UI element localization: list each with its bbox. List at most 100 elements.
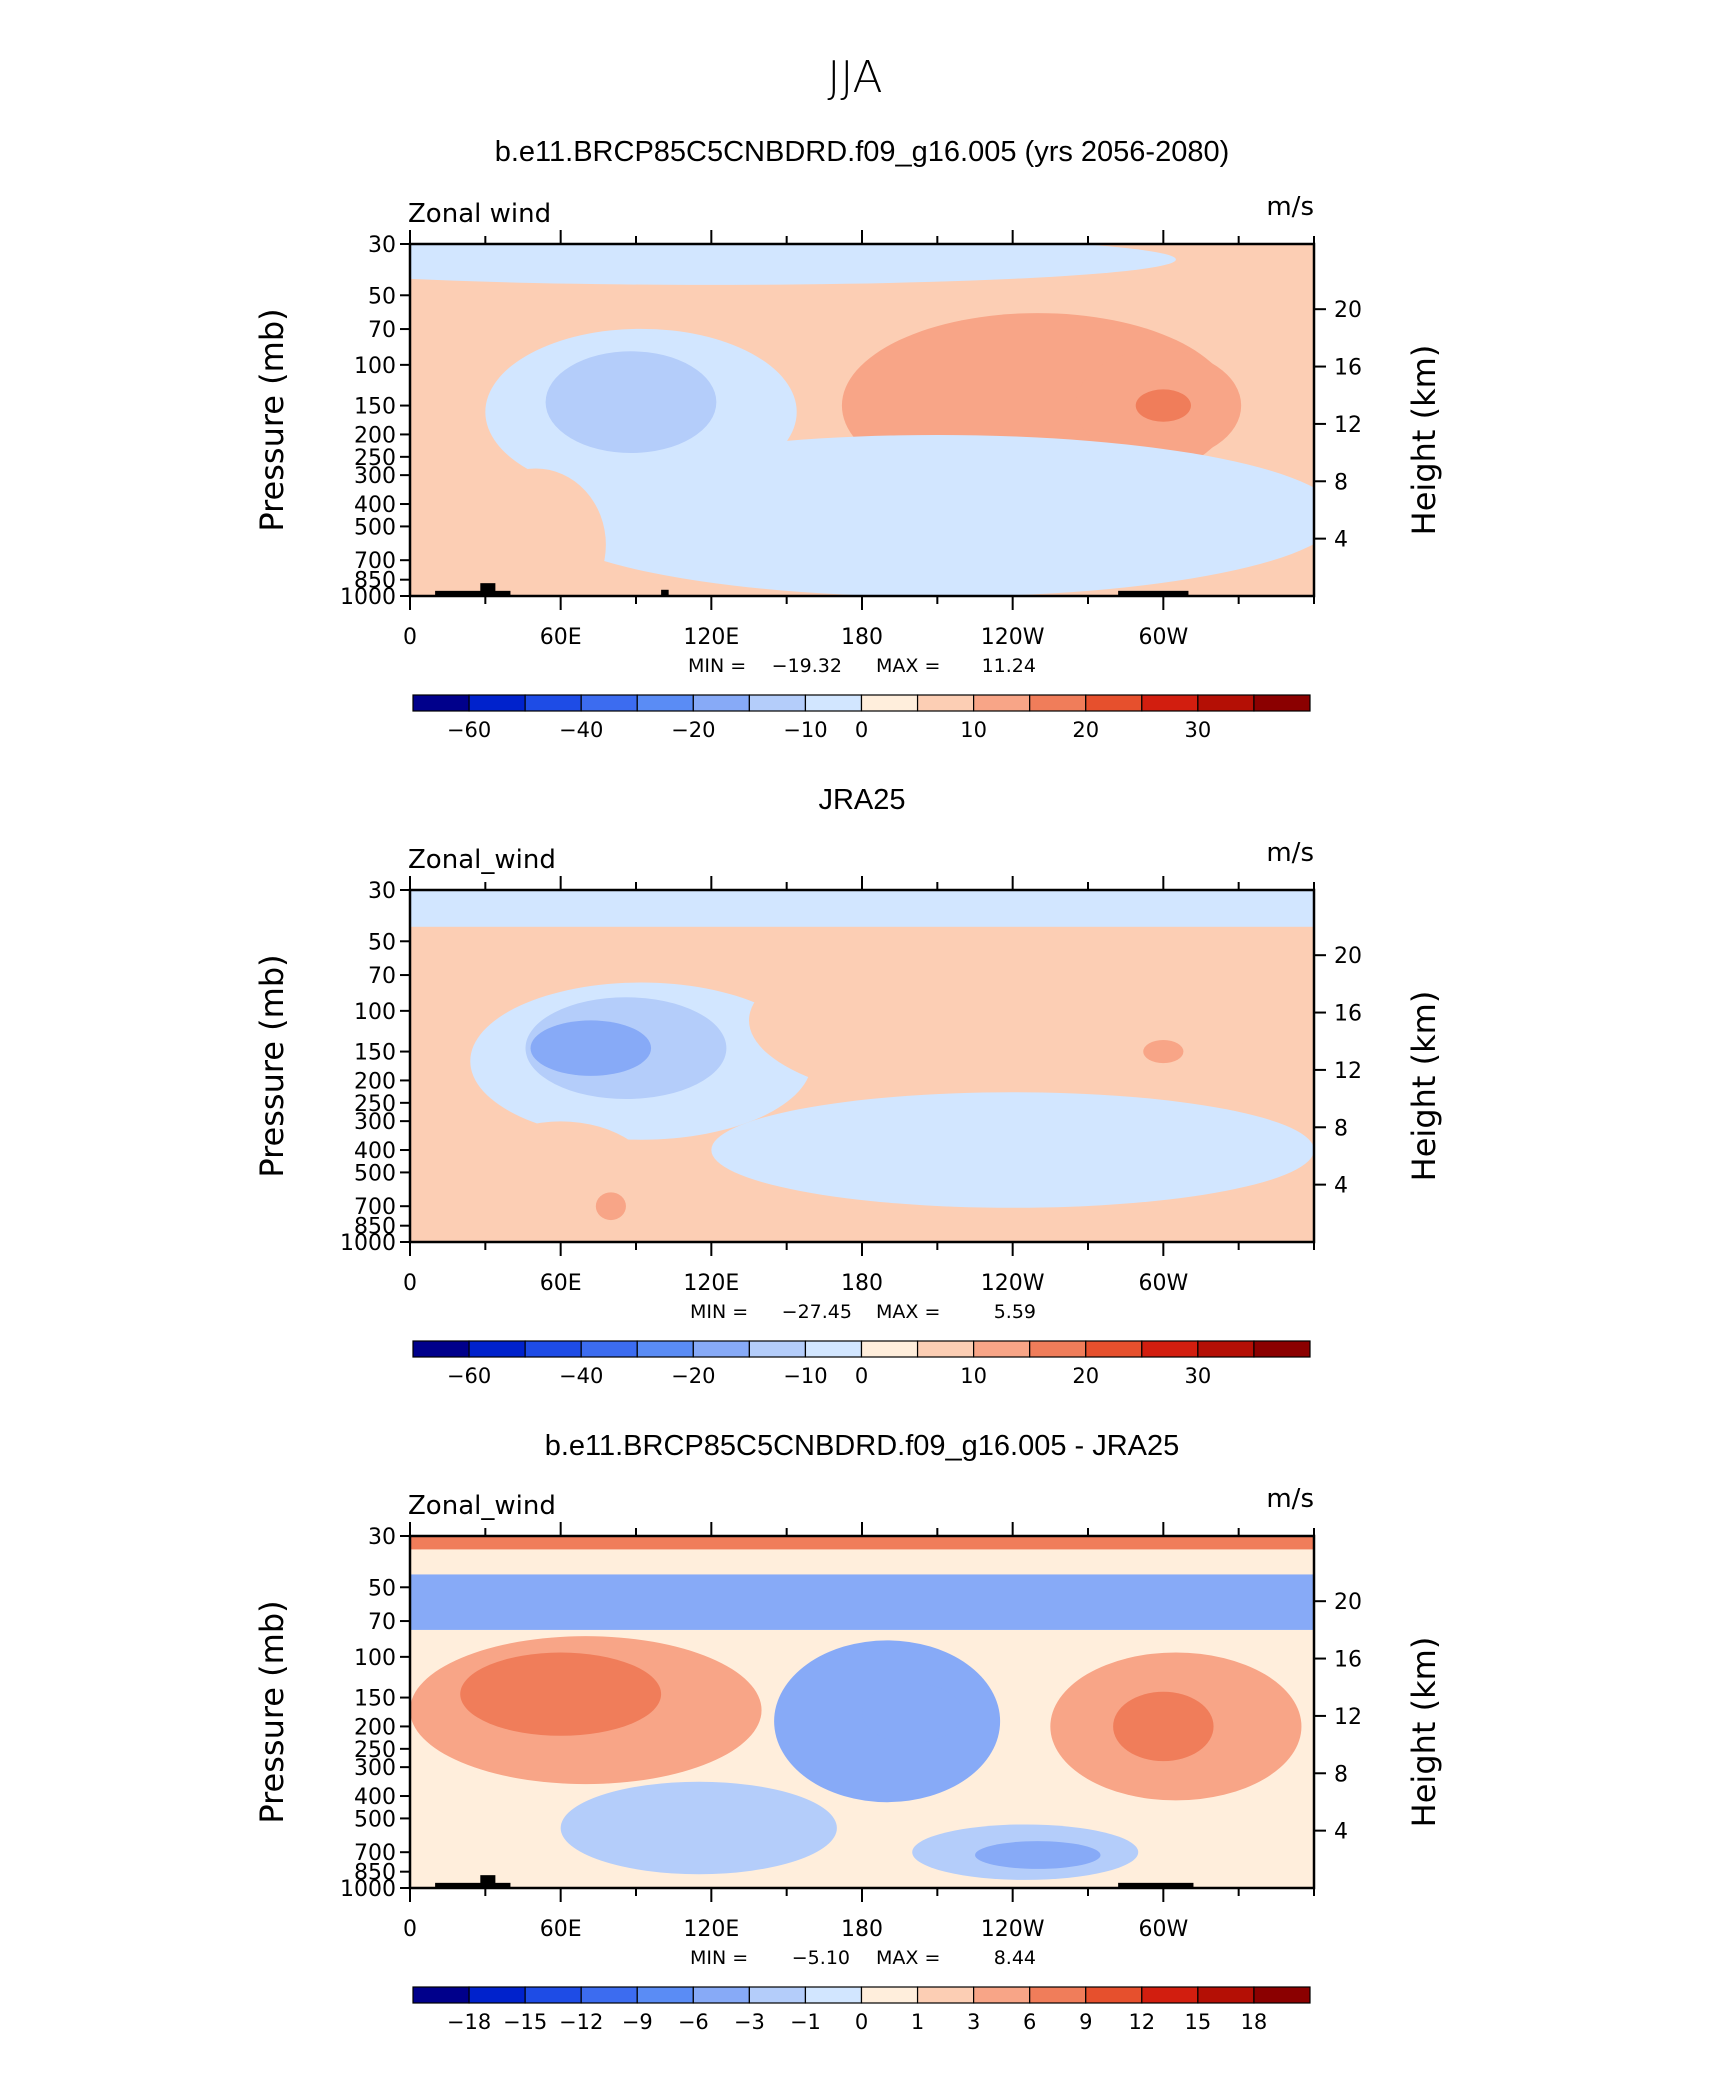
contour-band <box>410 1574 1314 1630</box>
colorbar-swatch <box>748 694 807 712</box>
colorbar-swatch <box>804 1986 863 2004</box>
figure-title: JJA <box>827 52 882 103</box>
colorbar-label: 0 <box>855 1364 868 1388</box>
x-tick-label: 60W <box>1138 1917 1188 1942</box>
height-tick-label: 16 <box>1334 1648 1362 1673</box>
contour-region <box>460 1652 662 1736</box>
x-tick-label: 120E <box>683 625 739 650</box>
longitude-axis: 0 60E 120E 180 120W 60W <box>403 1522 1315 1942</box>
colorbar-label: 30 <box>1185 718 1212 742</box>
min-label: MIN = <box>690 1301 748 1323</box>
colorbar-label: −40 <box>559 1364 603 1388</box>
panel-title: b.e11.BRCP85C5CNBDRD.f09_g16.005 - JRA25 <box>545 1430 1180 1462</box>
colorbar-label: 10 <box>960 718 987 742</box>
x-tick-label: 120E <box>683 1917 739 1942</box>
max-value: 5.59 <box>994 1301 1036 1323</box>
contour-region <box>530 1020 652 1076</box>
x-tick-label: 180 <box>841 1917 883 1942</box>
colorbar-swatch <box>524 694 582 712</box>
panel-1: b.e11.BRCP85C5CNBDRD.f09_g16.005 (yrs 20… <box>253 136 1443 742</box>
colorbar-swatch <box>636 1340 694 1358</box>
colorbar-swatch <box>1197 1340 1255 1358</box>
x-tick-label: 0 <box>403 1917 417 1942</box>
colorbar-swatch <box>636 1986 694 2004</box>
height-axis: 20 16 12 8 4 <box>1314 298 1362 553</box>
variable-label: Zonal_wind <box>408 1491 556 1521</box>
colorbar-swatch <box>1253 694 1311 712</box>
colorbar-swatch <box>412 1340 470 1358</box>
colorbar-swatch <box>1085 1340 1143 1358</box>
colorbar-swatch <box>1253 1986 1311 2004</box>
colorbar-swatch <box>692 1340 750 1358</box>
colorbar-swatch <box>748 1986 807 2004</box>
x-tick-label: 0 <box>403 1271 417 1296</box>
x-tick-label: 60E <box>540 1917 582 1942</box>
y-tick-label: 50 <box>368 930 396 955</box>
y-tick-label: 250 <box>354 1738 396 1763</box>
colorbar-swatch <box>692 1986 750 2004</box>
colorbar-swatch <box>748 1340 807 1358</box>
units-label: m/s <box>1266 838 1314 868</box>
contour-region <box>545 351 717 454</box>
height-axis: 20 16 12 8 4 <box>1314 944 1362 1199</box>
panel-3: b.e11.BRCP85C5CNBDRD.f09_g16.005 - JRA25… <box>253 1430 1443 2034</box>
topography <box>435 1875 1194 1888</box>
x-tick-label: 60E <box>540 1271 582 1296</box>
colorbar-label: 20 <box>1072 1364 1099 1388</box>
colorbar-label: −6 <box>678 2010 709 2034</box>
colorbar-label: 1 <box>911 2010 924 2034</box>
colorbar-label: −3 <box>734 2010 765 2034</box>
y-tick-label: 30 <box>368 233 396 258</box>
units-label: m/s <box>1266 1484 1314 1514</box>
min-label: MIN = <box>690 1947 748 1969</box>
y-tick-label: 70 <box>368 318 396 343</box>
colorbar-label: −20 <box>671 718 715 742</box>
y-tick-label: 400 <box>354 1785 396 1810</box>
contour-region <box>862 1682 963 1744</box>
colorbar-label: −40 <box>559 718 603 742</box>
contour-region <box>749 932 1252 1109</box>
colorbar-swatch <box>636 694 694 712</box>
contour-region <box>535 434 1314 596</box>
y-tick-label: 400 <box>354 1139 396 1164</box>
y-tick-label: 250 <box>354 446 396 471</box>
longitude-axis: 0 60E 120E 180 120W 60W <box>403 230 1315 650</box>
topography-block <box>661 589 669 596</box>
colorbar-swatch <box>916 1340 975 1358</box>
colorbar-swatch <box>692 694 750 712</box>
min-value: −5.10 <box>792 1947 850 1969</box>
contour-region <box>560 1781 837 1875</box>
colorbar-swatch <box>1029 1340 1087 1358</box>
colorbar-label: 3 <box>967 2010 980 2034</box>
pressure-axis-label: Pressure (mb) <box>253 308 291 531</box>
x-tick-label: 60E <box>540 625 582 650</box>
y-tick-label: 700 <box>354 549 396 574</box>
y-tick-label: 150 <box>354 1041 396 1066</box>
y-tick-label: 30 <box>368 1525 396 1550</box>
colorbar-label: −60 <box>447 1364 491 1388</box>
y-tick-label: 200 <box>354 1069 396 1094</box>
contour-region <box>410 244 1176 285</box>
pressure-axis-label: Pressure (mb) <box>253 1600 291 1823</box>
colorbar-swatch <box>468 694 526 712</box>
variable-label: Zonal_wind <box>408 845 556 875</box>
colorbar-swatch <box>973 694 1031 712</box>
colorbar-label: −10 <box>783 718 827 742</box>
colorbar-label: −18 <box>447 2010 491 2034</box>
max-value: 11.24 <box>982 655 1036 677</box>
contour-field <box>410 890 1314 1242</box>
height-axis-label: Height (km) <box>1405 1637 1443 1828</box>
colorbar-swatch <box>1029 694 1087 712</box>
colorbar-label: 15 <box>1185 2010 1212 2034</box>
colorbar-label: 6 <box>1023 2010 1036 2034</box>
height-tick-label: 8 <box>1334 1762 1348 1787</box>
x-tick-label: 180 <box>841 625 883 650</box>
colorbar-swatch <box>1085 694 1143 712</box>
colorbar-swatch <box>1197 694 1255 712</box>
colorbar-swatch <box>1085 1986 1143 2004</box>
colorbar-label: 30 <box>1185 1364 1212 1388</box>
colorbar-label: −15 <box>503 2010 547 2034</box>
y-tick-label: 30 <box>368 879 396 904</box>
